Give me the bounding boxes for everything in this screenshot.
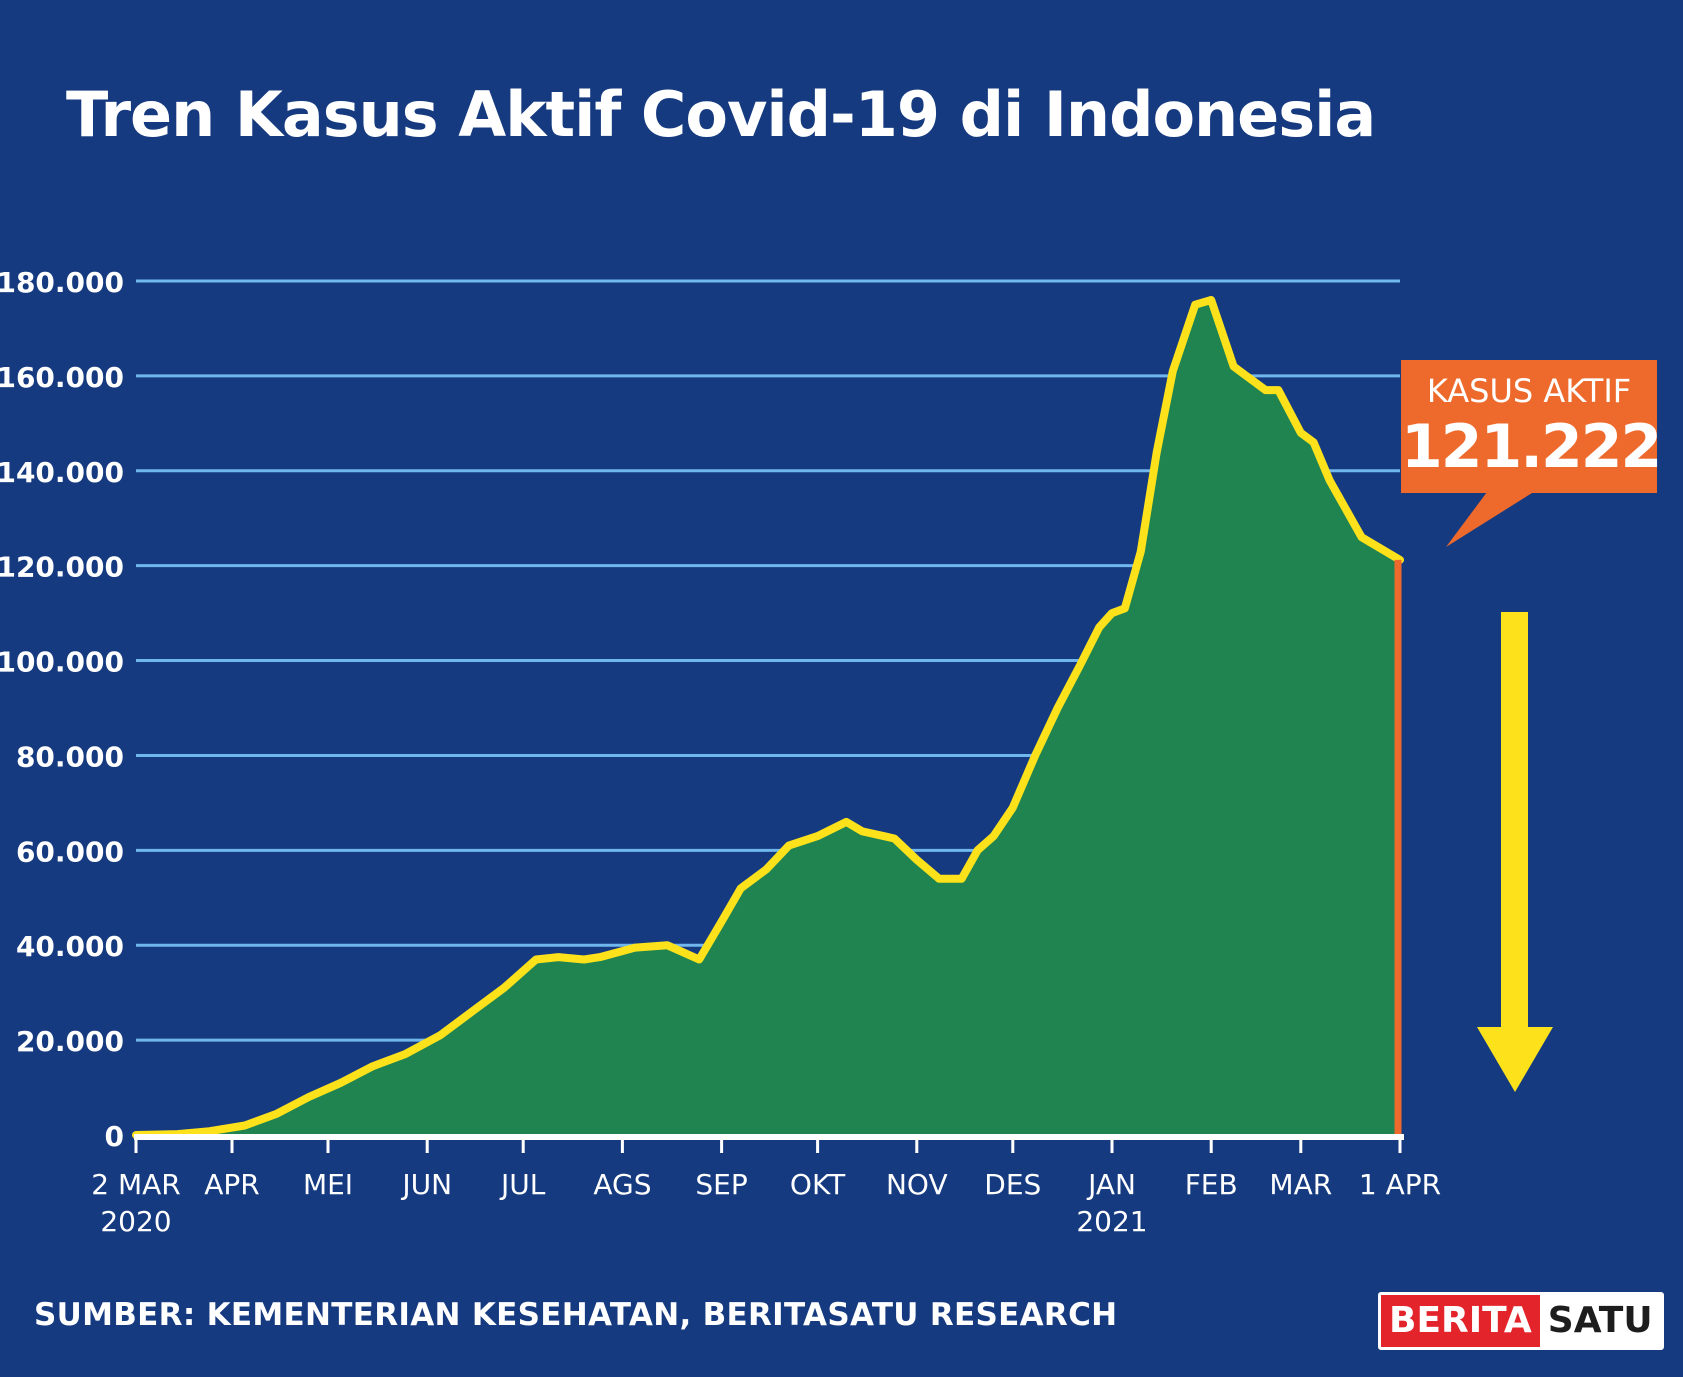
x-tick-sublabel: 2021	[1076, 1205, 1147, 1238]
y-tick-label: 120.000	[0, 551, 124, 584]
x-tick-label: 2 MAR	[91, 1168, 180, 1201]
y-tick-label: 40.000	[16, 930, 124, 963]
x-tick-label: 1 APR	[1359, 1168, 1441, 1201]
x-tick-label: MAR	[1269, 1168, 1332, 1201]
down-arrow-head	[1477, 1027, 1553, 1092]
logo-part2: SATU	[1539, 1295, 1661, 1347]
down-arrow-shaft	[1501, 612, 1528, 1032]
x-tick-label: DES	[984, 1168, 1041, 1201]
logo-part1: BERITA	[1381, 1295, 1540, 1347]
x-tick-label: MEI	[303, 1168, 353, 1201]
x-axis-ticks: 2 MAR 2020 APR MEI JUN JUL AGS SEP OKT NOV DES JAN 2…	[91, 1135, 1441, 1238]
x-tick-label: AGS	[593, 1168, 651, 1201]
x-tick-label: JUL	[499, 1168, 546, 1201]
y-tick-label: 80.000	[16, 740, 124, 773]
area-fill	[136, 300, 1400, 1135]
x-tick-label: JAN	[1086, 1168, 1136, 1201]
y-tick-label: 100.000	[0, 646, 124, 679]
x-tick-sublabel: 2020	[100, 1205, 171, 1238]
x-tick-label: FEB	[1185, 1168, 1238, 1201]
y-tick-label: 20.000	[16, 1025, 124, 1058]
callout-value: 121.222	[1401, 412, 1662, 482]
x-tick-label: JUN	[400, 1168, 452, 1201]
callout-pointer	[1446, 488, 1540, 547]
y-tick-label: 180.000	[0, 266, 124, 299]
y-tick-label: 0	[105, 1120, 124, 1153]
x-tick-label: NOV	[886, 1168, 948, 1201]
chart-title: Tren Kasus Aktif Covid-19 di Indonesia	[66, 78, 1376, 151]
latest-value-callout: KASUS AKTIF 121.222	[1401, 360, 1662, 493]
y-tick-label: 140.000	[0, 456, 124, 489]
x-tick-label: APR	[204, 1168, 260, 1201]
x-tick-label: OKT	[790, 1168, 846, 1201]
callout-label: KASUS AKTIF	[1426, 372, 1632, 410]
y-tick-label: 160.000	[0, 361, 124, 394]
y-axis-labels: 0 20.000 40.000 60.000 80.000 100.000 120.000 1…	[0, 266, 124, 1153]
y-tick-label: 60.000	[16, 835, 124, 868]
source-note: SUMBER: KEMENTERIAN KESEHATAN, BERITASAT…	[34, 1297, 1118, 1333]
x-tick-label: SEP	[695, 1168, 747, 1201]
series-line	[132, 296, 1404, 1139]
beritasatu-logo: BERITA SATU	[1378, 1292, 1664, 1350]
